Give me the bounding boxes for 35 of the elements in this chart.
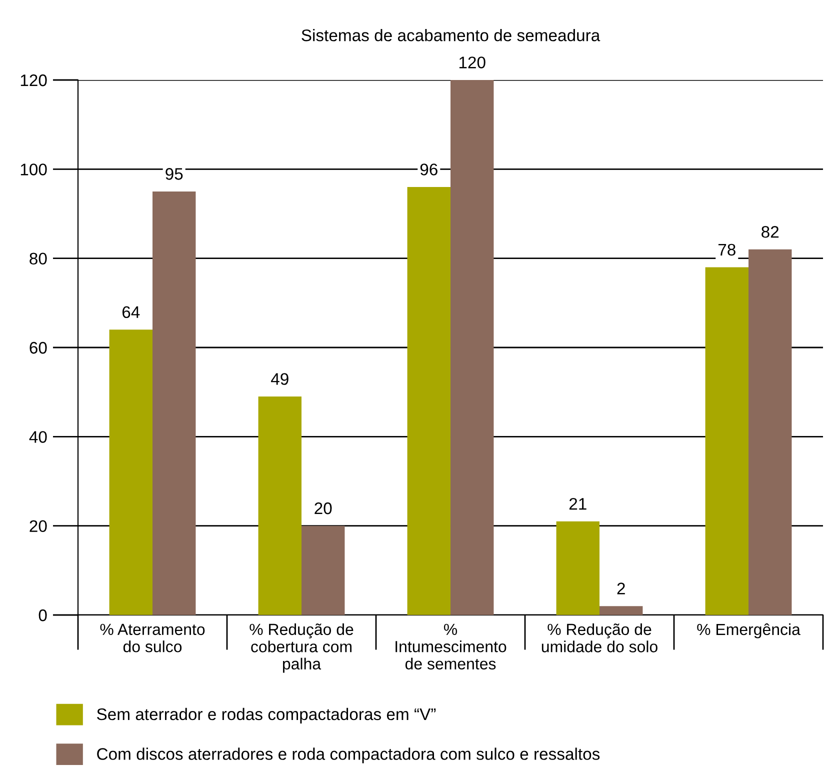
y-tick-label: 120 [20,74,47,86]
bar [152,191,196,615]
data-label: 21 [569,498,586,510]
y-tick-label: 60 [30,342,47,354]
bar [407,187,450,615]
x-tick-label: % Emergência [697,623,800,638]
x-tick-label: % Redução de cobertura com palha [250,623,354,673]
chart-title: Sistemas de acabamento de semeadura [302,29,600,42]
legend-label: Com discos aterradores e roda compactadora com sulco e ressaltos [97,748,600,764]
bar [450,80,494,615]
x-tick-label: % Redução de umidade do solo [542,623,658,652]
y-tick-label: 20 [30,520,47,532]
y-tick-label: 100 [20,164,47,176]
data-label: 49 [271,373,288,385]
data-label: 95 [166,168,183,180]
data-label: 64 [122,306,140,318]
bar [748,249,792,615]
bar [556,521,600,615]
bar [258,396,302,615]
x-tick-label: % Aterramento do sulco [100,624,205,652]
data-label: 82 [762,226,779,238]
bar [600,606,643,615]
data-label: 2 [617,582,625,594]
bar [302,526,345,615]
bar [109,330,152,615]
legend-label: Sem aterrador e rodas compactadoras em “V” [97,708,436,724]
bar [705,267,748,615]
x-tick-label: % Intumescimento de sementes [396,624,506,670]
y-tick-label: 0 [38,609,47,622]
y-tick-label: 80 [30,252,47,265]
y-tick-label: 40 [29,431,47,443]
data-label: 120 [459,56,486,68]
data-label: 78 [718,244,736,256]
data-label: 20 [314,502,332,514]
data-label: 96 [420,164,438,176]
